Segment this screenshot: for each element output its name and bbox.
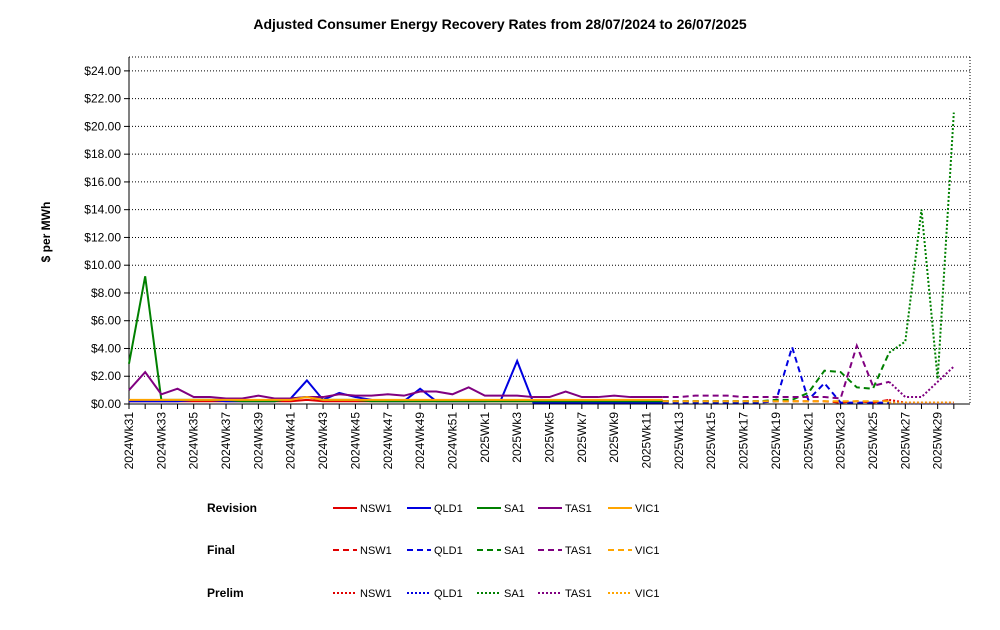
x-tick-label: 2024Wk37 <box>219 412 233 470</box>
legend-label: TAS1 <box>565 588 592 600</box>
y-tick-label: $0.00 <box>91 397 121 411</box>
legend-group-label: Revision <box>207 501 257 515</box>
legend-label: VIC1 <box>635 588 659 600</box>
y-tick-label: $12.00 <box>84 230 121 244</box>
x-tick-label: 2024Wk51 <box>445 412 459 470</box>
y-tick-label: $18.00 <box>84 147 121 161</box>
x-tick-label: 2025Wk5 <box>543 412 557 463</box>
legend-label: QLD1 <box>434 545 463 557</box>
x-tick-label: 2025Wk9 <box>607 412 621 463</box>
legend-label: TAS1 <box>565 503 592 515</box>
x-tick-label: 2025Wk13 <box>672 412 686 470</box>
x-tick-label: 2024Wk31 <box>122 412 136 470</box>
x-tick-label: 2024Wk41 <box>284 412 298 470</box>
x-tick-label: 2024Wk45 <box>348 412 362 470</box>
legend-label: SA1 <box>504 545 525 557</box>
series-line <box>662 343 890 404</box>
series-line <box>888 365 955 399</box>
x-tick-label: 2025Wk27 <box>898 412 912 470</box>
legend-label: VIC1 <box>635 503 659 515</box>
x-tick-label: 2025Wk23 <box>834 412 848 470</box>
x-tick-label: 2025Wk25 <box>866 412 880 470</box>
x-tick-label: 2025Wk15 <box>704 412 718 470</box>
x-tick-label: 2024Wk43 <box>316 412 330 470</box>
series-line <box>128 276 663 403</box>
y-tick-label: $24.00 <box>84 64 121 78</box>
series-line <box>888 112 955 380</box>
series-line <box>129 396 663 401</box>
legend-label: SA1 <box>504 588 525 600</box>
y-tick-label: $2.00 <box>91 369 121 383</box>
series-line <box>662 342 890 400</box>
y-tick-label: $14.00 <box>84 203 121 217</box>
x-tick-label: 2024Wk35 <box>187 412 201 470</box>
x-tick-label: 2025Wk7 <box>575 412 589 463</box>
legend-label: NSW1 <box>360 503 392 515</box>
x-tick-label: 2025Wk19 <box>769 412 783 470</box>
y-tick-label: $20.00 <box>84 119 121 133</box>
x-tick-label: 2024Wk47 <box>381 412 395 470</box>
y-tick-label: $10.00 <box>84 258 121 272</box>
x-tick-label: 2025Wk29 <box>931 412 945 470</box>
legend-group-label: Prelim <box>207 586 244 600</box>
legend-label: VIC1 <box>635 545 659 557</box>
legend-label: NSW1 <box>360 588 392 600</box>
legend-label: SA1 <box>504 503 525 515</box>
y-tick-label: $8.00 <box>91 286 121 300</box>
chart-title: Adjusted Consumer Energy Recovery Rates … <box>253 16 747 32</box>
x-tick-label: 2024Wk33 <box>154 412 168 470</box>
series-line <box>662 352 891 403</box>
legend-label: TAS1 <box>565 545 592 557</box>
legend-label: QLD1 <box>434 503 463 515</box>
y-axis-label: $ per MWh <box>39 202 53 263</box>
x-tick-label: 2025Wk3 <box>510 412 524 463</box>
series-line <box>128 370 663 400</box>
y-tick-label: $6.00 <box>91 314 121 328</box>
y-tick-label: $16.00 <box>84 175 121 189</box>
x-tick-label: 2024Wk49 <box>413 412 427 470</box>
x-tick-label: 2025Wk11 <box>640 412 654 469</box>
y-tick-label: $22.00 <box>84 92 121 106</box>
x-tick-label: 2025Wk1 <box>478 412 492 463</box>
x-tick-label: 2025Wk21 <box>801 412 815 470</box>
x-tick-label: 2025Wk17 <box>737 412 751 470</box>
y-tick-label: $4.00 <box>91 341 121 355</box>
legend-group-label: Final <box>207 543 235 557</box>
x-tick-label: 2024Wk39 <box>251 412 265 470</box>
legend-label: QLD1 <box>434 588 463 600</box>
legend-label: NSW1 <box>360 545 392 557</box>
